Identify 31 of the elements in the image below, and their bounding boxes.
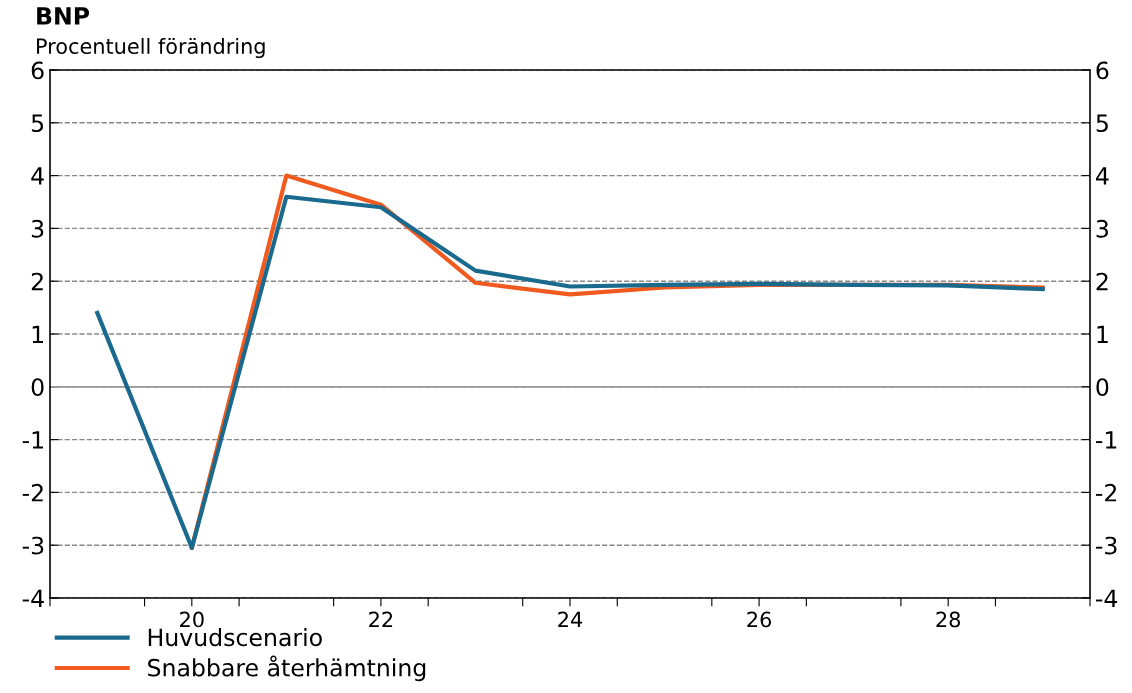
y-tick-label: 3: [31, 219, 44, 238]
y2-tick-label: 3: [1096, 219, 1108, 238]
x-tick-label: 20: [180, 611, 204, 628]
y2-tick-label: 5: [1096, 114, 1108, 133]
y-tick-label: 5: [31, 114, 44, 133]
y2-tick-label: 6: [1096, 61, 1109, 80]
y-tick-label: -4: [22, 589, 44, 607]
y2-tick-label: 0: [1096, 378, 1109, 397]
y2-tick-label: -2: [1096, 483, 1117, 502]
y2-tick-label: -3: [1096, 536, 1117, 555]
chart-title: BNP: [37, 7, 90, 25]
y-tick-label: 6: [31, 61, 44, 80]
chart-subtitle: Procentuell förändring: [37, 37, 265, 59]
y2-tick-label: 4: [1096, 167, 1109, 185]
y-tick-label: -2: [22, 483, 43, 502]
y-tick-label: 4: [31, 167, 44, 185]
y2-tick-label: -1: [1096, 431, 1117, 449]
y2-tick-label: -4: [1096, 589, 1118, 607]
legend-label: Huvudscenario: [148, 627, 322, 647]
x-tick-label: 28: [936, 611, 961, 628]
y2-tick-label: 2: [1096, 272, 1108, 291]
y-tick-label: -3: [22, 536, 44, 555]
x-tick-label: 22: [369, 611, 393, 628]
y-tick-label: 1: [32, 325, 43, 343]
y-tick-label: 0: [31, 378, 44, 397]
legend-label: Snabbare återhämtning: [148, 655, 426, 682]
y-tick-label: 2: [31, 272, 43, 291]
x-tick-label: 26: [747, 611, 772, 628]
y-tick-label: -1: [22, 431, 43, 449]
x-tick-label: 24: [558, 611, 583, 628]
y2-tick-label: 1: [1097, 325, 1108, 343]
